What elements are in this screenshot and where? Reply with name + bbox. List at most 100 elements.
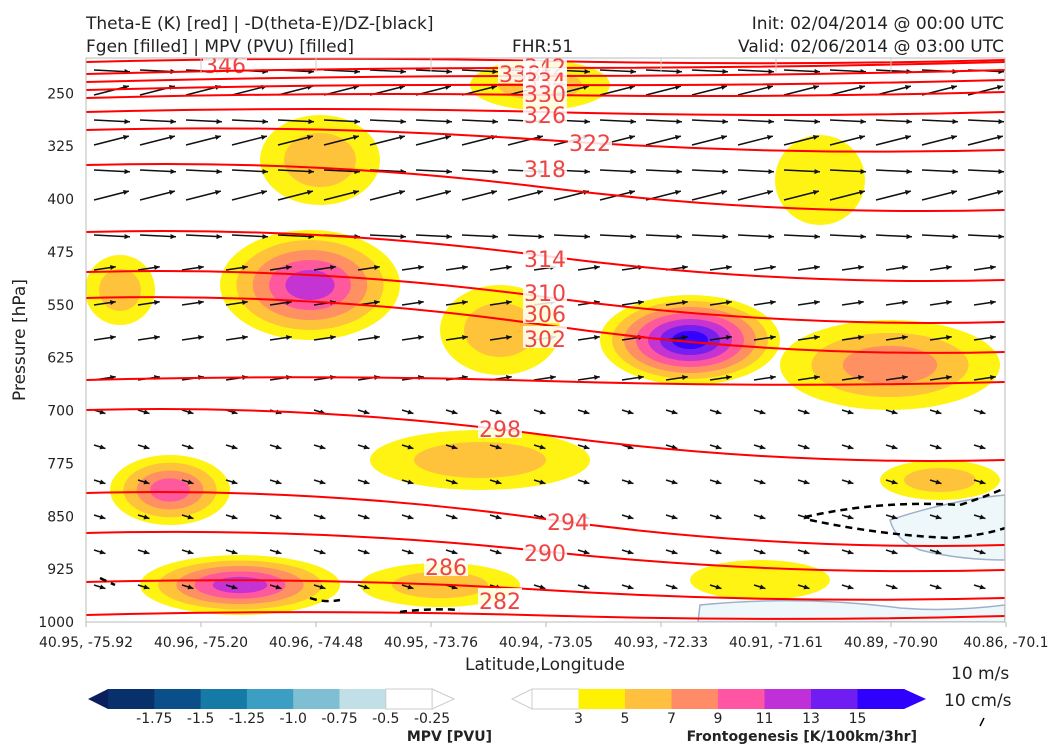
x-tick-label: 40.94, -73.05 [499,635,593,651]
wind-vector [185,189,222,201]
wind-vector [401,549,414,555]
wind-vector [533,374,556,381]
wind-vector [797,334,820,341]
wind-vector [841,549,854,555]
wind-vector [401,584,414,590]
wind-vector [783,233,820,240]
mpv-colorbar-segment [200,689,248,709]
wind-vector [783,134,820,146]
wind-vector [875,134,912,146]
wind-vector [269,334,292,341]
wind-vector [841,444,854,450]
wind-vector [181,549,194,555]
wind-vector [137,584,150,590]
contour-label-bg [424,554,468,576]
wind-vector [753,409,766,415]
wind-vector [753,334,776,341]
wind-vector [753,514,766,520]
mpv-colorbar-extend-left [88,689,108,709]
wind-vector [967,189,1004,201]
wind-vector [489,444,502,450]
vector-scale-horizontal: 10 m/s [951,664,1010,684]
wind-vector [753,444,766,450]
y-tick-label: 625 [47,351,74,367]
fgen-filled-region [150,478,190,502]
y-tick-label: 850 [47,509,74,525]
wind-vector [323,189,360,201]
mpv-colorbar-segment [339,689,387,709]
wind-vector [181,299,204,306]
fgen-colorbar-tick: 13 [802,711,820,727]
wind-vector [645,134,682,146]
wind-vector [445,264,468,271]
wind-vector [313,479,326,485]
fgen-filled-region [842,345,938,385]
wind-vector [401,514,414,520]
theta-e-contour-label: 302 [524,328,566,353]
wind-vector [93,444,106,450]
wind-vector [665,479,678,485]
fgen-colorbar-segment [811,689,858,709]
fgen-filled-region [99,269,141,311]
wind-vector [533,584,546,590]
wind-vector [967,168,1004,175]
wind-vector [621,479,634,485]
theta-e-contour-label: 346 [204,54,246,79]
wind-vector [973,444,986,450]
fgen-filled-region [414,442,546,478]
fgen-colorbar-tick: 3 [574,711,583,727]
wind-vector [445,549,458,555]
y-tick-label: 400 [47,192,74,208]
wind-vector [737,233,774,240]
wind-vector [665,409,678,415]
mpv-colorbar-segment [108,689,155,709]
wind-vector [507,189,544,201]
wind-vector [445,334,468,341]
wind-vector [401,409,414,415]
wind-vector [137,479,150,485]
wind-vector [829,168,866,175]
wind-vector [269,264,292,271]
theta-e-contour [86,611,1005,620]
fgen-filled-region [285,270,335,300]
wind-vector [829,189,866,201]
contour-label-bg [568,130,612,152]
wind-vector [753,479,766,485]
wind-vector [415,168,452,175]
y-tick-label: 325 [47,139,74,155]
theta-e-contour-label: 298 [479,418,521,443]
theta-e-contour-label: 306 [524,303,566,328]
wind-vector [93,118,130,125]
mpv-colorbar-label: MPV [PVU] [407,729,492,745]
wind-vector [139,134,176,146]
fgen-colorbar-tick: 9 [714,711,723,727]
x-tick-label: 40.86, -70.1 [963,635,1048,651]
mpv-colorbar-tick: -0.25 [414,711,450,727]
wind-vector [621,299,644,306]
wind-vector [269,299,292,306]
wind-vector [929,514,942,520]
fgen-filled-region [284,133,356,187]
wind-vector [783,118,820,125]
wind-vector [93,233,130,240]
x-tick-label: 40.96, -75.20 [154,635,248,651]
wind-vector [277,189,314,201]
wind-vector [841,409,854,415]
wind-vector [185,118,222,125]
x-tick-label: 40.89, -70.90 [844,635,938,651]
wind-vector [921,134,958,146]
wind-vector [137,444,150,450]
mpv-colorbar-tick: -1.5 [187,711,214,727]
wind-vector [269,444,282,450]
wind-vector [709,409,722,415]
wind-vector [357,479,370,485]
wind-vector [401,299,424,306]
wind-vector [139,233,176,240]
wind-vector [357,444,370,450]
wind-vector [929,479,942,485]
wind-vector [885,479,898,485]
mpv-colorbar-extend-right [431,688,456,710]
wind-vector [445,299,468,306]
fgen-colorbar-tick: 15 [849,711,867,727]
theta-e-contour-label: 290 [524,542,566,567]
